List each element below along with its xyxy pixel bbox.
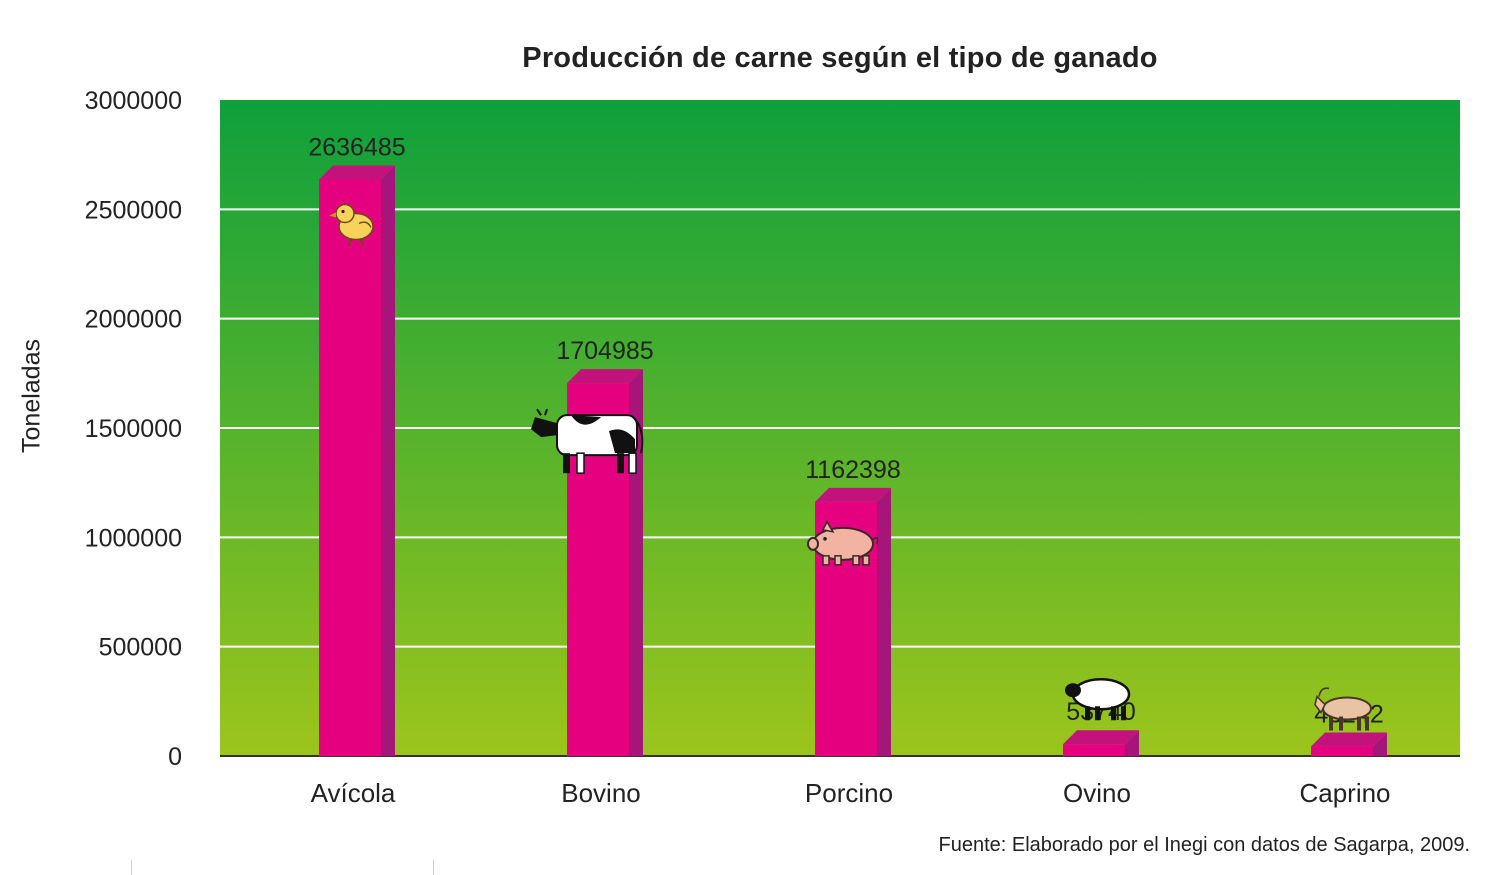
bar-top: [815, 487, 891, 502]
chart-title: Producción de carne según el tipo de gan…: [522, 42, 1158, 74]
bar-top: [1311, 732, 1387, 747]
bar: [1311, 746, 1373, 756]
x-tick-label: Avícola: [311, 778, 396, 808]
x-tick-label: Caprino: [1299, 778, 1390, 808]
y-tick-label: 3000000: [85, 87, 182, 115]
x-tick-label: Ovino: [1063, 778, 1131, 808]
y-tick-label: 2000000: [85, 306, 182, 334]
cow-icon: [531, 408, 644, 474]
bar: [319, 179, 381, 756]
data-label: 1162398: [805, 456, 900, 484]
x-tick-label: Porcino: [805, 778, 893, 808]
bar: [1063, 744, 1125, 756]
sheep-icon: [1065, 677, 1131, 721]
bar-top: [1063, 730, 1139, 745]
y-tick-label: 2500000: [85, 196, 182, 224]
bar-side: [381, 165, 395, 756]
y-tick-label: 0: [168, 743, 182, 771]
data-label: 2636485: [308, 133, 405, 161]
bar-side: [1373, 732, 1387, 756]
goat-icon: [1314, 687, 1372, 731]
data-label: 1704985: [556, 337, 653, 365]
chick-icon: [329, 203, 374, 246]
source-note: Fuente: Elaborado por el Inegi con datos…: [938, 834, 1471, 856]
bar-side: [1125, 730, 1139, 756]
divider: [131, 860, 132, 875]
y-tick-label: 1000000: [85, 524, 182, 552]
x-tick-label: Bovino: [561, 778, 641, 808]
bar-side: [877, 487, 891, 756]
y-tick-label: 500000: [99, 634, 182, 662]
bar-top: [319, 165, 395, 180]
y-tick-label: 1500000: [85, 415, 182, 443]
bar-top: [567, 369, 643, 384]
divider: [433, 860, 434, 875]
pig-icon: [807, 520, 879, 566]
